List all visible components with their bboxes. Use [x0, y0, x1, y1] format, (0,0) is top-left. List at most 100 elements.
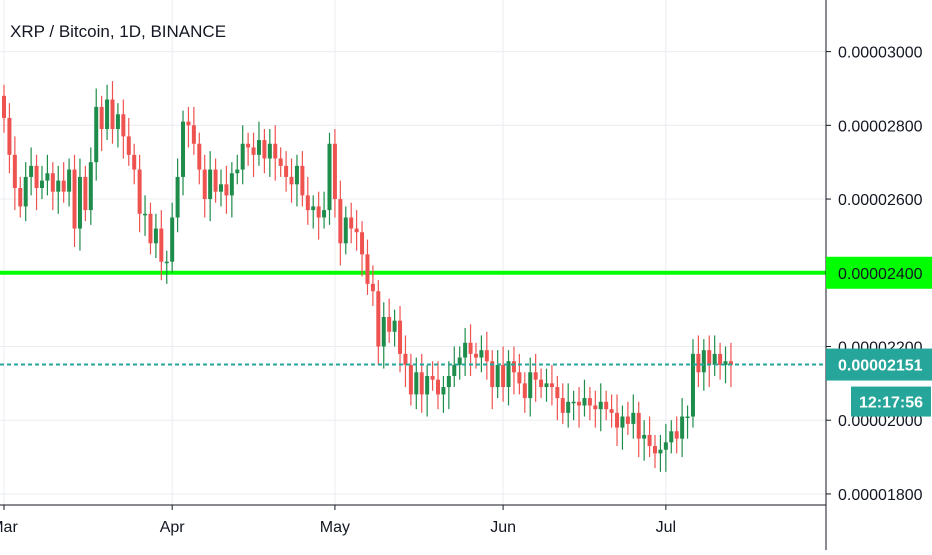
candle-body: [463, 342, 468, 358]
candle-body: [267, 143, 272, 159]
candle-body: [99, 106, 104, 130]
candle-body: [2, 95, 6, 118]
time-axis-label: Apr: [160, 519, 186, 536]
candle-body: [441, 387, 446, 395]
candle-body: [197, 143, 202, 170]
price-axis-label: 0.00001800: [838, 487, 923, 504]
candle-body: [56, 180, 61, 192]
candle-body: [473, 353, 478, 358]
candle-body: [256, 140, 261, 155]
candle-body: [121, 114, 126, 137]
candle-body: [83, 176, 88, 211]
candle-body: [598, 401, 603, 410]
candle-body: [490, 361, 495, 388]
candle-body: [208, 169, 213, 200]
candle-body: [685, 416, 690, 419]
price-axis-label: 0.00002000: [838, 413, 923, 430]
candle-body: [311, 206, 316, 211]
candle-body: [707, 350, 712, 365]
time-axis-label: Jul: [656, 519, 676, 536]
candle-body: [240, 143, 245, 170]
candle-body: [110, 99, 115, 130]
candle-body: [88, 162, 93, 211]
chart-title: XRP / Bitcoin, 1D, BINANCE: [10, 22, 226, 41]
candle-body: [544, 383, 549, 388]
candle-body: [316, 206, 321, 218]
candle-body: [50, 173, 55, 192]
candle-body: [300, 165, 305, 196]
candle-body: [381, 317, 386, 347]
candle-body: [229, 173, 234, 196]
candle-body: [18, 187, 23, 207]
candle-body: [506, 361, 511, 388]
candle-body: [430, 375, 435, 380]
candle-body: [577, 401, 582, 406]
candle-body: [7, 117, 12, 155]
candle-body: [484, 350, 489, 362]
candle-body: [669, 431, 674, 443]
candle-body: [170, 217, 175, 262]
candle-body: [615, 412, 620, 428]
candle-body: [137, 169, 142, 214]
candle-body: [219, 184, 223, 192]
candle-body: [533, 372, 538, 380]
time-axis-label: Mar: [0, 519, 18, 536]
countdown-label: 12:17:56: [859, 395, 923, 412]
candle-body: [349, 217, 354, 229]
time-axis[interactable]: Mar Apr May Jun Jul: [0, 505, 676, 536]
candle-body: [436, 379, 440, 395]
candle-body: [446, 375, 451, 388]
candle-body: [457, 357, 462, 365]
candle-body: [39, 180, 44, 188]
candle-body: [680, 416, 685, 439]
candle-body: [511, 361, 516, 373]
candle-body: [539, 379, 544, 388]
support-price-label: 0.00002400: [838, 266, 923, 283]
candle-body: [360, 232, 365, 255]
candle-body: [186, 121, 191, 126]
candle-body: [34, 165, 39, 188]
candle-body: [625, 416, 630, 424]
candle-body: [181, 121, 186, 177]
candle-body: [414, 372, 419, 395]
candle-body: [522, 383, 527, 399]
candle-body: [468, 342, 473, 354]
candle-body: [23, 176, 28, 207]
candle-body: [45, 173, 50, 181]
last-price-badge: [826, 348, 932, 381]
candle-body: [408, 364, 413, 395]
candle-body: [115, 114, 120, 130]
candle-body: [701, 350, 706, 373]
candle-body: [631, 412, 636, 424]
candle-body: [343, 217, 348, 244]
candle-body: [61, 180, 66, 192]
candle-body: [12, 154, 17, 188]
candle-body: [164, 261, 169, 264]
candle-body: [560, 398, 565, 413]
time-axis-label: Jun: [490, 519, 516, 536]
candle-body: [94, 106, 99, 163]
candle-body: [284, 165, 289, 177]
candle-body: [647, 434, 652, 447]
candle-body: [571, 401, 576, 404]
candle-body: [642, 434, 647, 439]
candle-body: [376, 291, 381, 347]
candle-body: [620, 416, 625, 428]
candle-body: [191, 125, 196, 144]
candle-body: [354, 228, 359, 233]
candle-body: [712, 353, 717, 365]
candles-layer: [2, 81, 733, 472]
candle-body: [419, 372, 424, 395]
candle-body: [587, 398, 592, 406]
candle-body: [636, 412, 641, 439]
candle-body: [392, 320, 397, 332]
candle-body: [175, 176, 180, 218]
candle-body: [148, 213, 153, 244]
candle-body: [517, 372, 522, 384]
candle-body: [593, 405, 598, 410]
candle-body: [452, 364, 457, 376]
candle-body: [723, 361, 728, 365]
candle-body: [718, 353, 723, 365]
